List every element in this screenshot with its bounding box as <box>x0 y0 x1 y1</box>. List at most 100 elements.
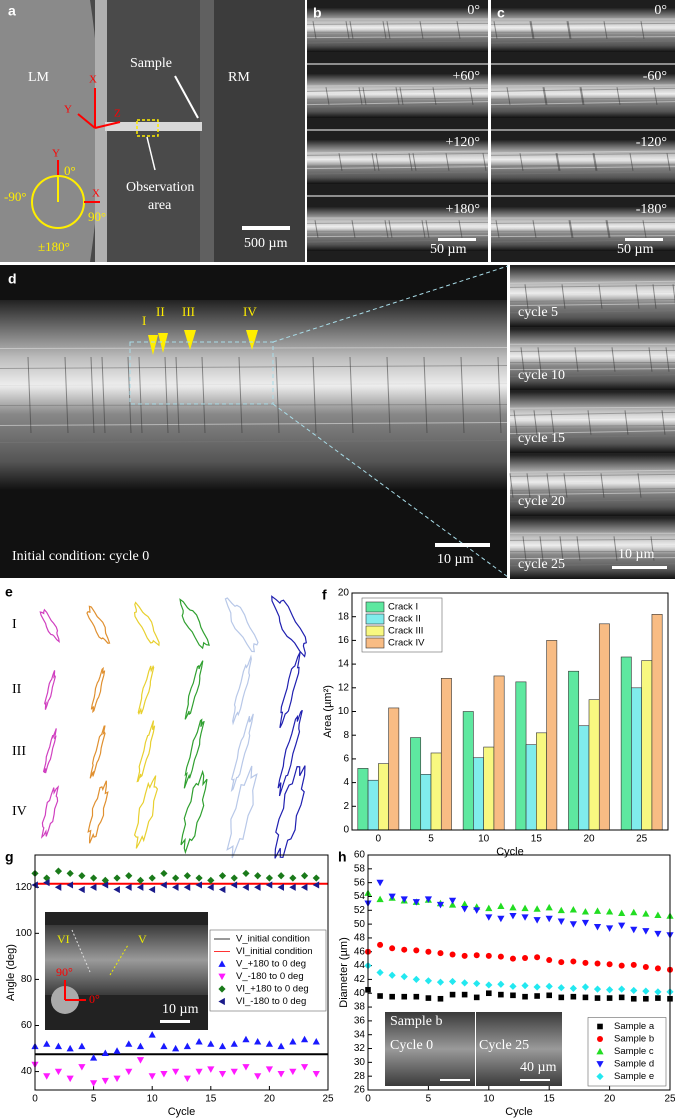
texture <box>661 410 666 435</box>
y-tick-label: 14 <box>338 659 350 670</box>
x-tick-label: 20 <box>264 1094 276 1105</box>
texture <box>101 356 106 434</box>
point <box>254 1038 262 1045</box>
crack-outline <box>224 597 259 653</box>
scale-bar <box>438 238 476 241</box>
texture <box>395 87 400 105</box>
point <box>582 959 589 966</box>
point <box>289 1038 297 1045</box>
point <box>497 902 505 910</box>
inset-label: VI <box>57 932 70 946</box>
texture <box>306 152 489 156</box>
point <box>654 930 662 938</box>
point <box>606 925 614 932</box>
point <box>618 994 625 1001</box>
right-edge <box>200 0 214 262</box>
x-tick-label: 0 <box>376 834 382 845</box>
texture <box>201 356 206 434</box>
legend-label: V_+180 to 0 deg <box>236 959 306 970</box>
label: area <box>148 198 172 213</box>
point <box>160 869 168 878</box>
texture <box>490 171 675 175</box>
point <box>265 1066 273 1073</box>
y-tick-label: 42 <box>354 974 366 985</box>
point <box>265 1040 273 1047</box>
point <box>136 1057 145 1064</box>
texture <box>509 349 675 352</box>
texture <box>509 310 675 314</box>
axis-label: X <box>92 188 100 200</box>
texture <box>509 291 675 295</box>
point <box>461 979 469 987</box>
texture <box>306 158 489 162</box>
point <box>312 881 320 889</box>
micrograph <box>510 266 675 327</box>
texture <box>306 84 489 87</box>
point <box>558 959 565 966</box>
point <box>533 917 541 924</box>
texture <box>306 91 489 95</box>
texture <box>537 347 542 372</box>
texture <box>432 87 437 105</box>
texture <box>624 410 629 435</box>
point <box>606 908 614 915</box>
panel-label: a <box>8 3 16 19</box>
point <box>473 952 480 959</box>
point <box>376 895 384 903</box>
y-tick-label: 20 <box>338 588 350 599</box>
point <box>242 1064 250 1071</box>
point <box>230 874 238 882</box>
y-tick-label: 2 <box>343 801 349 812</box>
texture <box>520 347 525 372</box>
x-tick-label: 15 <box>205 1094 217 1105</box>
texture <box>490 104 675 108</box>
crack-outline <box>230 713 254 793</box>
point <box>289 883 296 891</box>
texture <box>509 425 675 428</box>
point <box>101 1077 109 1085</box>
point <box>654 965 661 972</box>
point <box>510 992 516 999</box>
texture <box>579 87 584 105</box>
point <box>569 921 577 928</box>
texture <box>490 87 675 92</box>
texture <box>519 153 524 171</box>
point <box>207 1066 215 1073</box>
texture <box>600 473 605 498</box>
texture <box>629 153 634 171</box>
texture <box>306 171 489 175</box>
texture <box>0 383 508 386</box>
legend-marker <box>218 960 226 967</box>
texture <box>509 480 675 484</box>
micrograph <box>510 455 675 516</box>
texture <box>349 356 354 434</box>
legend-label: Crack II <box>388 614 421 625</box>
bar <box>367 779 379 831</box>
point <box>113 1075 121 1083</box>
point <box>582 994 589 1001</box>
crack-marker <box>184 330 196 350</box>
point <box>195 881 202 889</box>
point <box>388 971 396 979</box>
y-tick-label: 100 <box>15 928 32 939</box>
point <box>545 982 553 990</box>
angle-label: +120° <box>446 135 481 150</box>
texture <box>509 430 675 435</box>
crack-label: II <box>156 304 165 319</box>
y-tick-label: 28 <box>354 1071 366 1082</box>
point <box>312 1070 320 1078</box>
texture <box>522 536 527 561</box>
point <box>509 982 517 990</box>
axis-label: X <box>89 74 97 86</box>
texture <box>653 87 658 105</box>
texture <box>388 220 393 238</box>
label: LM <box>28 70 50 85</box>
texture <box>362 87 367 105</box>
texture <box>526 473 531 498</box>
cycle-label: cycle 5 <box>518 305 558 320</box>
y-tick-label: 48 <box>354 933 366 944</box>
angle-label: -120° <box>636 135 667 150</box>
inset-label: Cycle 25 <box>479 1038 529 1053</box>
y-tick-label: 6 <box>343 754 349 765</box>
